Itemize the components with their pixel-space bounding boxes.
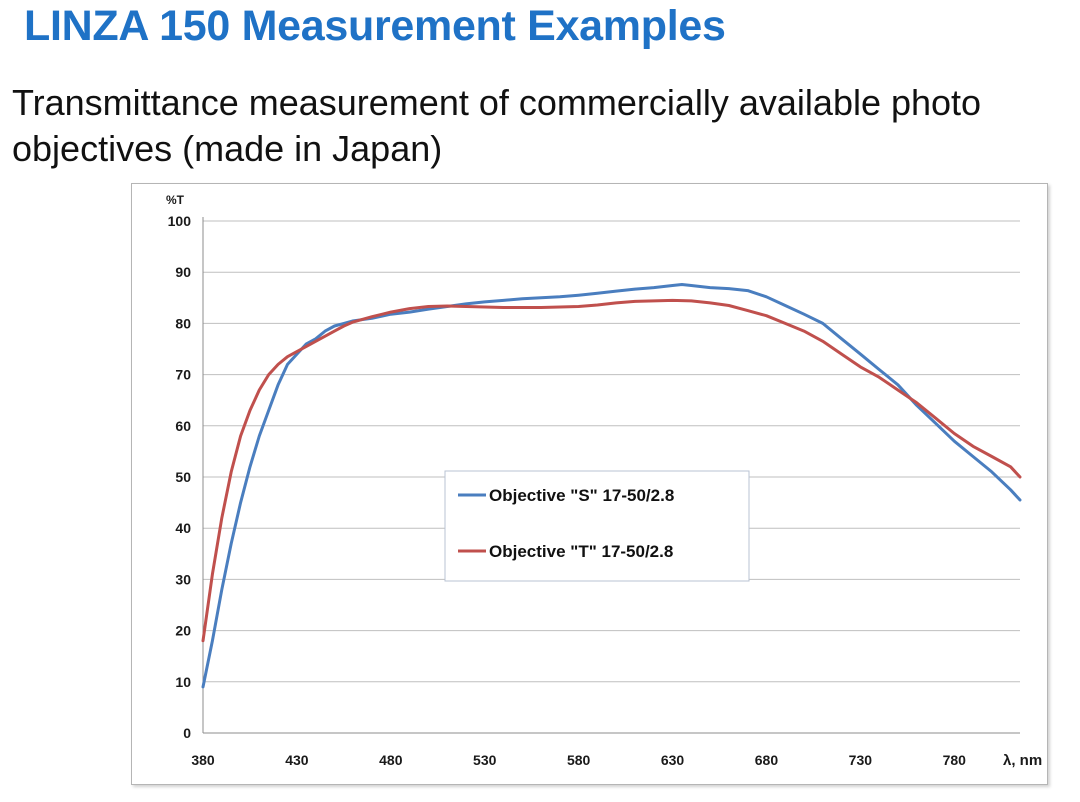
x-tick-label: 430 <box>285 752 309 768</box>
slide-title: LINZA 150 Measurement Examples <box>24 2 726 50</box>
slide-subtitle: Transmittance measurement of commerciall… <box>12 82 982 169</box>
y-tick-label: 50 <box>175 469 191 485</box>
chart-frame: 0 10 20 30 40 50 60 70 80 90 100 380 430 480 530 580 630… <box>131 183 1048 785</box>
x-tick-label: 730 <box>849 752 873 768</box>
y-tick-label: 60 <box>175 418 191 434</box>
tick-labels: 0 10 20 30 40 50 60 70 80 90 100 380 430 480 530 580 630… <box>168 213 967 768</box>
y-tick-label: 70 <box>175 367 191 383</box>
y-tick-label: 80 <box>175 315 191 331</box>
x-tick-label: 780 <box>943 752 967 768</box>
legend-label-series-1: Objective "S" 17-50/2.8 <box>489 486 674 505</box>
series-line-1 <box>201 283 1022 689</box>
transmittance-chart: 0 10 20 30 40 50 60 70 80 90 100 380 430 480 530 580 630… <box>166 193 1042 769</box>
axes <box>202 217 1020 734</box>
x-tick-label: 630 <box>661 752 685 768</box>
y-tick-label: 90 <box>175 264 191 280</box>
y-tick-label: 20 <box>175 623 191 639</box>
series-line-2 <box>201 298 1022 643</box>
legend-label-series-2: Objective "T" 17-50/2.8 <box>489 542 673 561</box>
x-tick-label: 680 <box>755 752 779 768</box>
x-tick-label: 580 <box>567 752 591 768</box>
y-tick-label: 0 <box>183 725 191 741</box>
x-axis-unit-label: λ, nm <box>1003 752 1042 769</box>
x-tick-label: 530 <box>473 752 497 768</box>
y-tick-label: 30 <box>175 571 191 587</box>
y-tick-label: 100 <box>168 213 192 229</box>
y-tick-label: 40 <box>175 520 191 536</box>
y-axis-unit-label: %T <box>166 193 185 207</box>
y-tick-label: 10 <box>175 674 191 690</box>
x-tick-label: 380 <box>191 752 215 768</box>
legend: Objective "S" 17-50/2.8 Objective "T" 17… <box>444 470 750 582</box>
legend-box <box>444 470 750 582</box>
series-lines <box>201 283 1022 689</box>
x-tick-label: 480 <box>379 752 403 768</box>
